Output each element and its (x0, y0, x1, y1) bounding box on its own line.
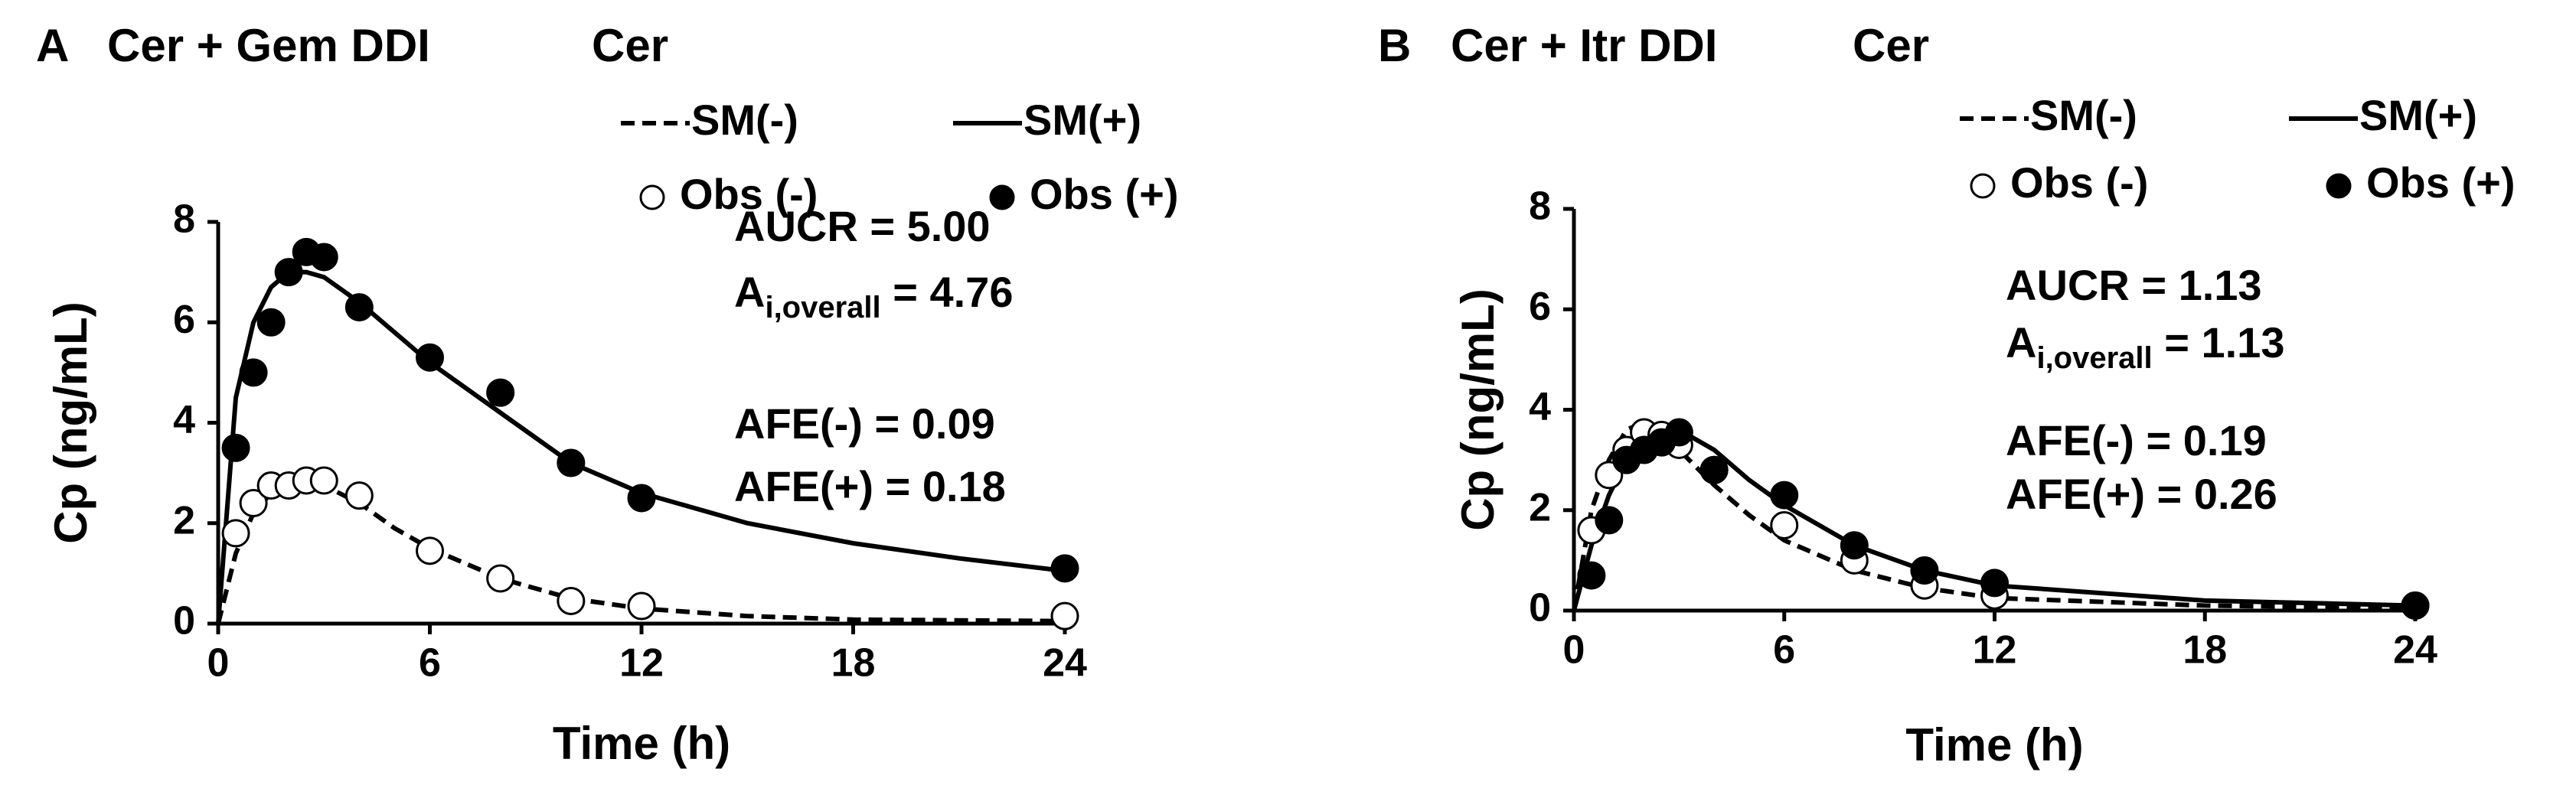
annotation: Ai,overall = 4.76 (734, 268, 1013, 324)
annotation: Ai,overall = 1.13 (2006, 318, 2284, 375)
observed-point (1577, 561, 1606, 590)
y-axis-label: Cp (ng/mL) (1452, 288, 1503, 531)
observed-point (256, 308, 286, 337)
observed-point (627, 591, 656, 621)
x-tick-label: 12 (1973, 628, 2017, 673)
observed-point (1770, 481, 1799, 510)
observed-point (627, 484, 656, 513)
observed-point (221, 519, 250, 548)
observed-point (486, 378, 515, 407)
observed-point (416, 343, 444, 372)
annotation: AUCR = 1.13 (2006, 261, 2262, 309)
observed-point (239, 358, 268, 387)
legend-label: Obs (-) (2010, 158, 2148, 207)
legend-label: Obs (+) (1030, 170, 1178, 218)
observed-point (1050, 554, 1079, 583)
observed-point (309, 243, 338, 272)
observed-point (486, 564, 515, 593)
x-axis-label: Time (h) (553, 718, 730, 769)
chart-subtitle: Cer (1853, 20, 1929, 71)
observed-point (221, 433, 250, 462)
annotation: AFE(-) = 0.09 (734, 399, 995, 448)
annotation-sub: i,overall (765, 291, 880, 324)
legend-label: SM(+) (2359, 91, 2477, 139)
x-tick-label: 24 (1043, 641, 1087, 686)
observed-point (1050, 601, 1079, 630)
panel-label: A (36, 20, 69, 71)
y-tick-label: 6 (1529, 285, 1551, 329)
observed-point (1980, 569, 2009, 598)
annotation-sub: i,overall (2036, 341, 2152, 375)
observed-point (1664, 418, 1693, 447)
simulated-line (1572, 419, 2416, 611)
legend-label: SM(-) (691, 96, 798, 144)
observed-point (1910, 556, 1939, 585)
observed-point (416, 536, 444, 565)
y-tick-label: 0 (173, 599, 195, 643)
observed-point (1840, 531, 1869, 560)
panel-label: B (1378, 20, 1411, 71)
annotation: AFE(+) = 0.26 (2006, 470, 2277, 518)
y-tick-label: 8 (1529, 184, 1551, 229)
annotation: AFE(+) = 0.18 (734, 462, 1006, 510)
legend-label: Obs (+) (2366, 158, 2515, 207)
y-tick-label: 4 (1529, 385, 1551, 429)
observed-point (2401, 591, 2430, 620)
x-tick-label: 6 (1773, 628, 1795, 673)
observed-point (1595, 506, 1624, 535)
x-tick-label: 6 (419, 641, 441, 686)
annotation-main: A (2006, 318, 2036, 367)
y-tick-label: 8 (173, 197, 195, 242)
x-axis-label: Time (h) (1905, 719, 2083, 771)
legend-label: SM(-) (2030, 91, 2137, 139)
observed-point (344, 293, 374, 322)
legend-label: SM(+) (1024, 96, 1141, 144)
observed-point (239, 489, 268, 517)
legend-marker (2326, 173, 2352, 199)
x-tick-label: 18 (2183, 628, 2227, 673)
annotation-suffix: = 1.13 (2153, 318, 2285, 367)
chart-title: Cer + Itr DDI (1451, 20, 1717, 71)
legend-marker (989, 184, 1015, 210)
y-axis-label: Cp (ng/mL) (45, 301, 96, 544)
legend-marker (1970, 173, 1996, 199)
chart-title: Cer + Gem DDI (107, 20, 430, 71)
observed-point (274, 258, 303, 287)
observed-point (344, 481, 374, 510)
observed-point (1699, 455, 1729, 484)
chart-subtitle: Cer (592, 20, 668, 71)
annotation-suffix: = 4.76 (881, 268, 1014, 316)
observed-point (1770, 510, 1799, 539)
y-tick-label: 6 (173, 298, 195, 342)
observed-point (309, 466, 338, 495)
x-tick-label: 12 (619, 641, 664, 686)
legend-label: Obs (-) (680, 170, 818, 218)
annotation: AFE(-) = 0.19 (2006, 416, 2267, 464)
x-tick-label: 0 (1563, 628, 1585, 673)
observed-point (557, 448, 586, 477)
x-tick-label: 0 (207, 641, 230, 686)
y-tick-label: 2 (173, 498, 195, 542)
x-tick-label: 24 (2393, 628, 2437, 673)
legend-marker (639, 184, 665, 210)
annotation-main: A (734, 268, 765, 316)
y-tick-label: 2 (1529, 485, 1551, 529)
annotation: AUCR = 5.00 (734, 202, 991, 250)
simulated-line (216, 269, 1066, 624)
y-tick-label: 0 (1529, 586, 1551, 630)
observed-point (557, 586, 586, 615)
y-tick-label: 4 (173, 398, 195, 442)
x-tick-label: 18 (831, 641, 876, 686)
